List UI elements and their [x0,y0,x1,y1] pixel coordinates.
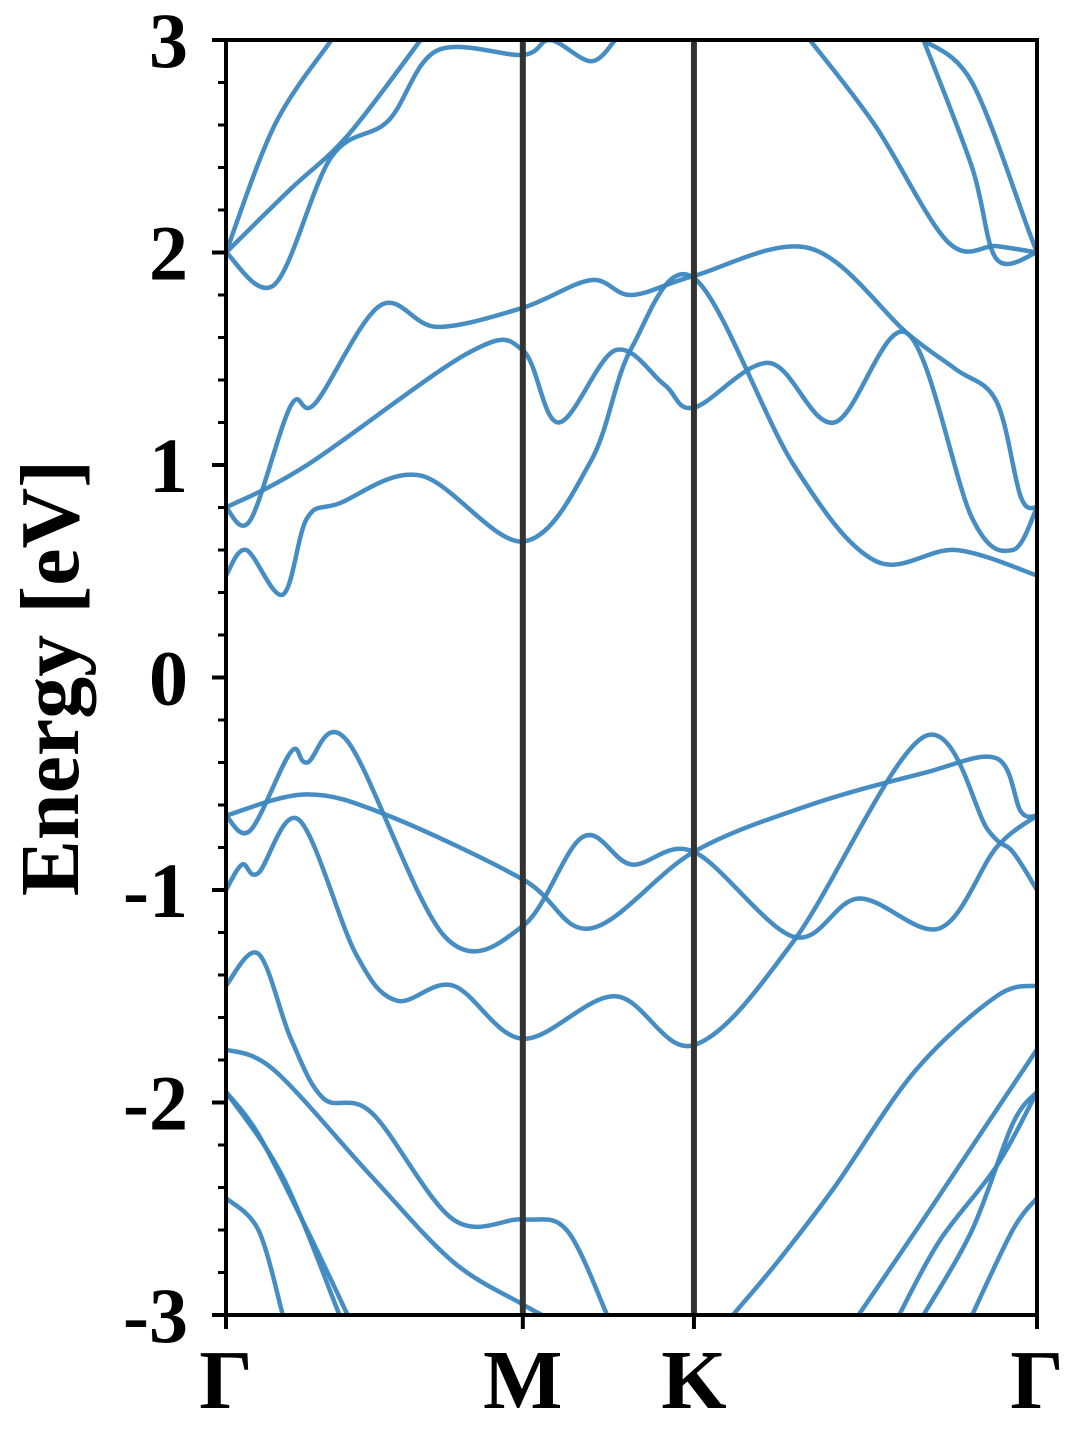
y-tick-label: -1 [123,847,188,934]
band-line-15 [226,1089,342,1315]
band-line-17 [226,1195,286,1315]
band-line-10 [226,729,1037,954]
band-line-16 [226,1089,350,1315]
band-line-8 [921,40,1037,267]
band-line-6 [226,40,334,255]
y-tick-label: 2 [149,210,188,297]
y-axis-label: Energy [eV] [4,460,97,896]
y-tick-label: 3 [149,0,188,84]
band-line-9 [921,40,1037,255]
y-tick-label: 0 [149,635,188,722]
band-line-3 [226,329,1037,554]
band-line-19 [856,1047,1037,1315]
band-line-12 [226,732,1037,1049]
band-lines-group [226,40,1037,1315]
x-tick-label: Γ [199,1334,252,1427]
band-line-5 [226,40,423,255]
band-line-11 [226,754,1037,931]
x-tick-label: Γ [1010,1334,1063,1427]
y-ticks-group: -3 -2 -1 0 1 2 3 [123,0,226,1359]
band-line-13 [226,950,610,1315]
band-line-20 [896,1089,1037,1315]
band-line-2 [226,244,1037,528]
band-line-21 [921,1089,1037,1315]
x-tick-label: M [483,1334,562,1427]
band-line-18 [730,983,1037,1315]
band-line-22 [969,1195,1037,1315]
y-tick-label: -2 [123,1060,188,1147]
high-symmetry-dividers [519,40,697,1315]
band-line-1 [226,272,1037,597]
y-tick-label: 1 [149,422,188,509]
y-tick-label: -3 [123,1272,188,1359]
plot-frame [224,38,1039,1317]
x-tick-label: K [661,1334,726,1427]
band-line-7 [807,40,1037,255]
band-line-4 [226,40,618,290]
